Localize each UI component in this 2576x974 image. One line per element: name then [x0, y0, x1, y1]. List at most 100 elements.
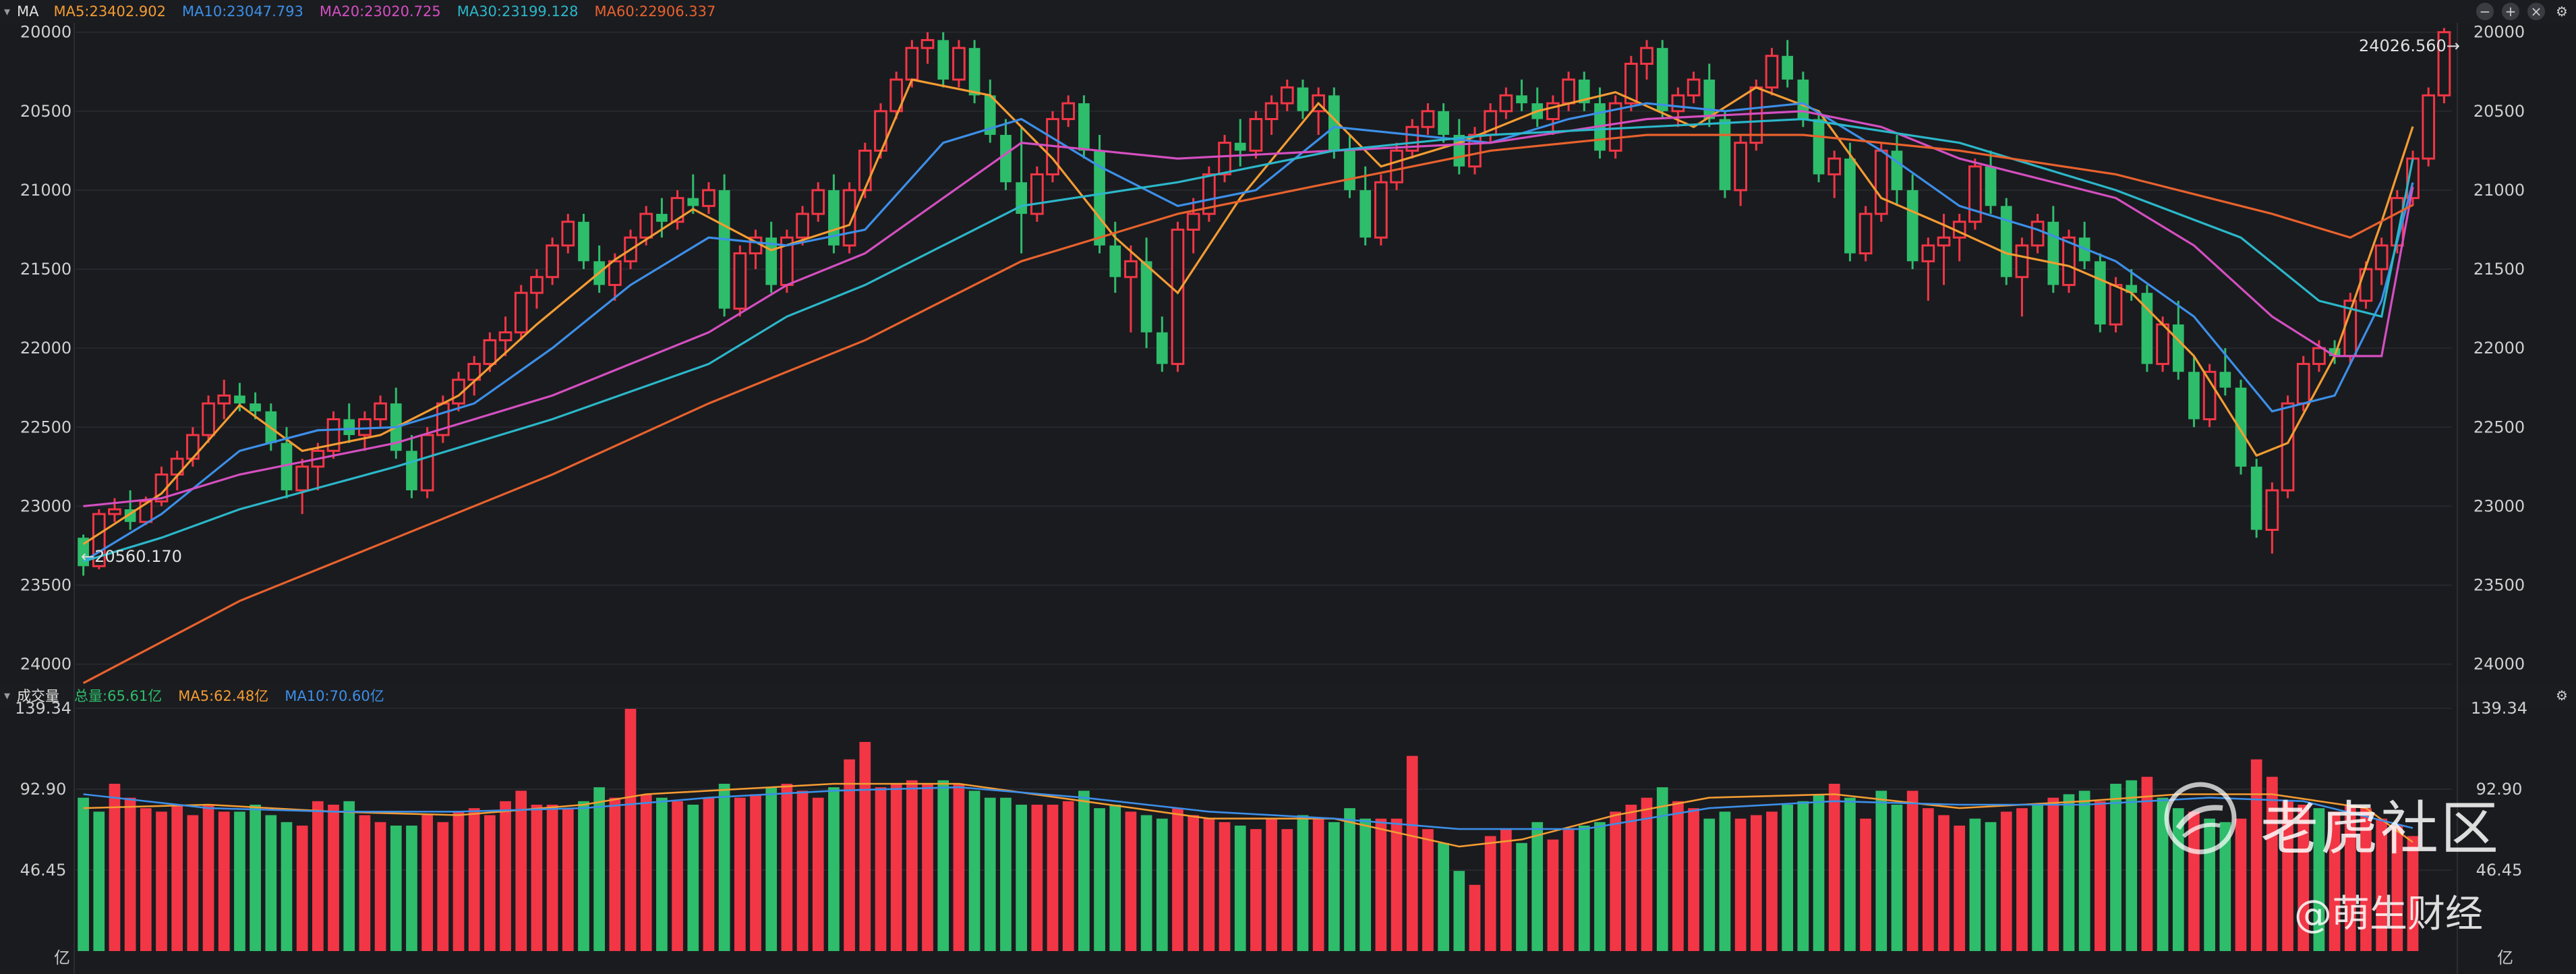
price-tick-left: 20500: [20, 102, 71, 121]
candle-up: [1468, 134, 1482, 168]
candle-down: [1578, 79, 1590, 104]
volume-bar: [250, 804, 261, 951]
collapse-icon[interactable]: ▾: [4, 4, 11, 19]
volume-bar: [2157, 797, 2169, 951]
candle-down: [1156, 332, 1168, 364]
volume-bar: [718, 783, 730, 951]
candle-down: [1344, 150, 1355, 190]
collapse-volume-icon[interactable]: ▾: [4, 688, 11, 703]
volume-bar: [1078, 791, 1090, 951]
candle-up: [2281, 402, 2295, 492]
volume-bar: [296, 825, 308, 951]
volume-bar: [1766, 811, 1778, 951]
panel-controls: − + × ⚙: [2476, 3, 2571, 20]
candle-up: [952, 47, 966, 81]
candle-up: [1968, 165, 1982, 223]
legend-vol-ma5: MA5:62.48亿: [178, 688, 269, 704]
volume-bar: [390, 825, 402, 951]
plus-icon[interactable]: +: [2502, 3, 2519, 20]
volume-tick-left: 46.45: [20, 861, 67, 880]
candle-up: [702, 189, 715, 207]
candle-up: [905, 47, 919, 81]
price-tick-right: 23500: [2473, 575, 2525, 594]
candle-up: [1249, 118, 1263, 152]
volume-bar: [421, 815, 433, 951]
volume-bar: [93, 811, 105, 951]
volume-bar: [1031, 804, 1043, 951]
candle-up: [420, 434, 434, 492]
volume-bar: [1140, 815, 1152, 951]
candle-down: [968, 48, 980, 96]
indicator-name[interactable]: MA: [17, 3, 39, 20]
volume-bar: [468, 808, 480, 951]
volume-title[interactable]: 成交量: [17, 688, 60, 704]
volume-bar: [1422, 829, 1434, 951]
candle-down: [2188, 372, 2200, 420]
candle-up: [2422, 94, 2436, 160]
minus-icon[interactable]: −: [2476, 3, 2494, 20]
close-icon[interactable]: ×: [2527, 3, 2545, 20]
volume-bar: [1875, 791, 1887, 951]
volume-bar: [2250, 759, 2262, 951]
candle-up: [1687, 78, 1701, 96]
candle-down: [1813, 119, 1825, 175]
price-tick-left: 24000: [20, 655, 71, 674]
candle-up: [1921, 244, 1935, 262]
volume-bar: [2000, 811, 2012, 951]
volume-bar: [452, 811, 465, 951]
candle-down: [1906, 190, 1919, 262]
volume-bar: [1828, 783, 1840, 951]
candle-up: [2156, 323, 2169, 366]
min-price-label: ←20560.170: [81, 547, 182, 566]
price-tick-right: 22000: [2473, 339, 2525, 357]
volume-bar: [1234, 825, 1246, 951]
volume-bar: [1469, 884, 1481, 951]
candle-down: [234, 395, 245, 404]
candle-up: [483, 339, 497, 366]
candle-down: [718, 190, 730, 309]
volume-bar: [406, 825, 417, 951]
volume-bar: [2344, 804, 2356, 951]
price-tick-left: 22000: [20, 339, 71, 357]
candle-up: [2359, 268, 2373, 302]
volume-bar: [2063, 794, 2075, 951]
volume-bar: [1094, 808, 1105, 951]
candle-up: [733, 252, 747, 310]
volume-bar: [1891, 804, 1903, 951]
candle-down: [2047, 221, 2059, 285]
candle-down: [656, 214, 668, 222]
candle-up: [358, 418, 372, 436]
volume-bar: [624, 708, 637, 951]
price-tick-left: 23500: [20, 575, 71, 594]
legend-ma10: MA10:23047.793: [182, 3, 303, 20]
volume-bar: [1438, 842, 1449, 951]
gear-icon[interactable]: ⚙: [2556, 3, 2568, 20]
candle-up: [1171, 228, 1185, 366]
volume-ma-line-ma10: [83, 786, 2413, 830]
volume-bar: [2032, 804, 2043, 951]
volume-bar: [906, 780, 918, 951]
candle-up: [1218, 142, 1231, 176]
volume-bar: [593, 787, 606, 951]
volume-tick-right: 46.45: [2476, 861, 2523, 880]
volume-bar: [1750, 815, 1762, 951]
candle-up: [1280, 86, 1294, 105]
volume-gear-icon[interactable]: ⚙: [2556, 687, 2568, 704]
volume-bar: [1844, 797, 1856, 951]
volume-bar: [1906, 791, 1919, 951]
volume-bar: [1672, 801, 1684, 951]
candle-up: [2296, 363, 2310, 405]
ma-line-ma60: [82, 134, 2413, 685]
volume-bar: [1062, 801, 1074, 951]
volume-bar: [1688, 808, 1699, 951]
volume-bar: [2126, 780, 2138, 951]
price-tick-left: 23000: [20, 496, 71, 515]
candle-up: [1499, 94, 1513, 113]
candle-up: [2265, 489, 2279, 531]
volume-bar: [796, 791, 809, 951]
candle-down: [406, 451, 417, 490]
volume-bar: [890, 783, 902, 951]
volume-bar: [1656, 787, 1668, 951]
volume-bar: [765, 787, 778, 951]
